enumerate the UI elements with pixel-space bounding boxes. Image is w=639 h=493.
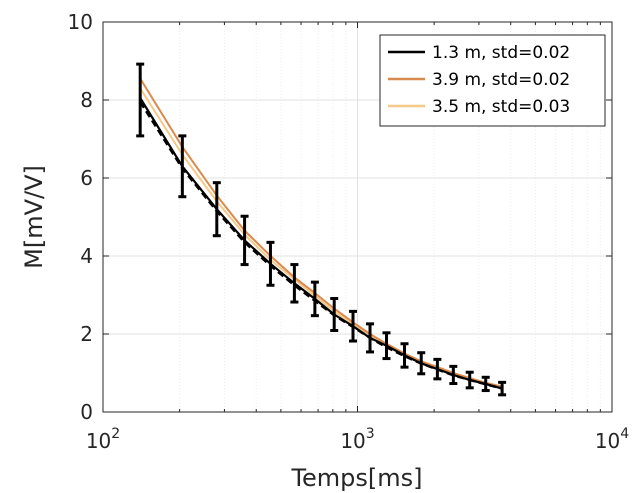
- y-tick-label: 2: [80, 322, 93, 346]
- x-tick-label: 102: [86, 426, 120, 453]
- error-bar: [366, 322, 375, 354]
- legend-box: [379, 34, 606, 127]
- x-axis-label: Temps[ms]: [290, 464, 422, 492]
- y-tick-label: 6: [80, 166, 93, 190]
- series-layer: [139, 77, 503, 390]
- error-bar: [310, 280, 319, 318]
- error-bar: [498, 380, 507, 397]
- legend-label-2: 3.9 m, std=0.02: [432, 70, 570, 90]
- legend: 1.3 m, std=0.02 3.9 m, std=0.02 3.5 m, std…: [379, 34, 606, 127]
- error-bar: [449, 364, 458, 386]
- y-tick-label: 4: [80, 244, 93, 268]
- error-bar: [382, 331, 391, 361]
- grid: [103, 22, 612, 412]
- y-tick-label: 0: [80, 400, 93, 424]
- error-bar: [330, 297, 339, 332]
- y-tick-label: 8: [80, 88, 93, 112]
- error-bar: [266, 240, 275, 287]
- error-bar: [417, 351, 426, 376]
- errorbar-layer: [136, 62, 507, 397]
- y-tick-label: 10: [68, 10, 93, 34]
- ticks: [103, 21, 612, 413]
- error-bar: [212, 181, 221, 238]
- error-bar: [481, 375, 490, 393]
- series-line-2: [139, 77, 503, 388]
- x-tick-label: 104: [595, 426, 629, 453]
- legend-label-1: 1.3 m, std=0.02: [432, 43, 570, 63]
- error-bar: [178, 134, 187, 199]
- legend-label-3: 3.5 m, std=0.03: [432, 97, 570, 117]
- dashed-mean-line: [139, 101, 503, 390]
- x-tick-label: 103: [340, 426, 374, 453]
- error-bar: [240, 214, 249, 267]
- error-bar: [136, 62, 145, 138]
- error-bar: [290, 263, 299, 304]
- error-bar: [465, 370, 474, 390]
- error-bar: [433, 357, 442, 381]
- y-axis-label: M[mV/V]: [20, 165, 48, 269]
- error-bar: [400, 342, 409, 369]
- error-bar: [348, 309, 357, 343]
- tick-labels: 0 2 4 6 8 10 102 103 104: [68, 10, 630, 453]
